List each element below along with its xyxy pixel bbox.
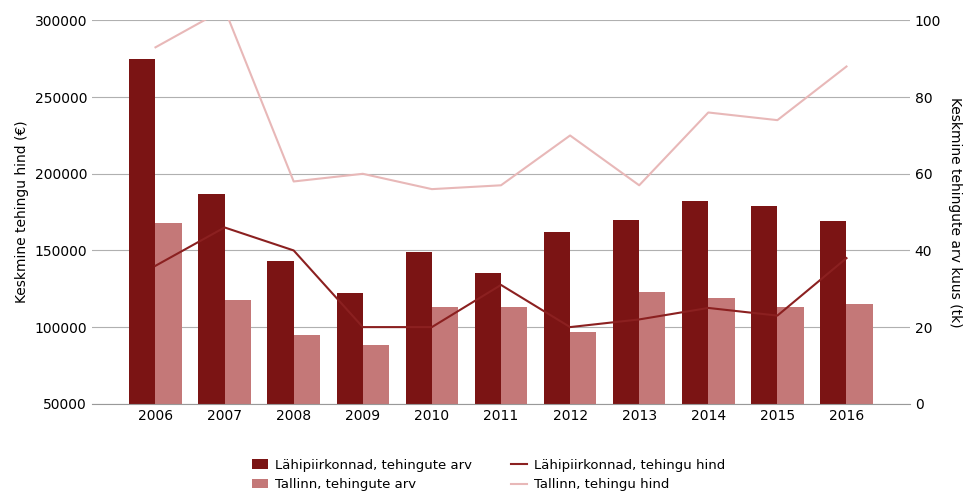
Bar xyxy=(821,221,846,480)
Tallinn, tehingu hind xyxy=(149,44,161,50)
Lähipiirkonnad, tehingu hind xyxy=(149,263,161,269)
Y-axis label: Keskmine tehingu hind (€): Keskmine tehingu hind (€) xyxy=(15,121,29,303)
Tallinn, tehingu hind xyxy=(565,132,576,138)
Line: Tallinn, tehingu hind: Tallinn, tehingu hind xyxy=(155,9,846,189)
Tallinn, tehingu hind xyxy=(357,171,368,177)
Lähipiirkonnad, tehingu hind xyxy=(840,255,852,261)
Bar xyxy=(155,223,182,480)
Y-axis label: Keskmine tehingute arv kuus (tk): Keskmine tehingute arv kuus (tk) xyxy=(948,97,962,327)
Lähipiirkonnad, tehingu hind xyxy=(357,324,368,330)
Tallinn, tehingu hind xyxy=(426,186,438,192)
Bar xyxy=(432,307,458,480)
Bar xyxy=(682,201,708,480)
Tallinn, tehingu hind xyxy=(702,110,714,116)
Bar xyxy=(846,304,872,480)
Bar xyxy=(751,206,778,480)
Bar xyxy=(225,299,251,480)
Lähipiirkonnad, tehingu hind xyxy=(702,305,714,311)
Bar xyxy=(778,307,804,480)
Tallinn, tehingu hind xyxy=(495,182,507,188)
Lähipiirkonnad, tehingu hind xyxy=(219,224,231,230)
Bar xyxy=(129,59,155,480)
Bar xyxy=(639,292,665,480)
Bar xyxy=(571,331,596,480)
Bar xyxy=(475,274,501,480)
Bar xyxy=(405,252,432,480)
Tallinn, tehingu hind xyxy=(633,182,645,188)
Lähipiirkonnad, tehingu hind xyxy=(633,316,645,322)
Lähipiirkonnad, tehingu hind xyxy=(565,324,576,330)
Bar xyxy=(362,346,389,480)
Bar xyxy=(613,220,639,480)
Tallinn, tehingu hind xyxy=(288,179,300,185)
Tallinn, tehingu hind xyxy=(219,6,231,12)
Bar xyxy=(544,232,571,480)
Legend: Lähipiirkonnad, tehingute arv, Tallinn, tehingute arv, Lähipiirkonnad, tehingu h: Lähipiirkonnad, tehingute arv, Tallinn, … xyxy=(247,453,730,496)
Bar xyxy=(336,293,362,480)
Bar xyxy=(268,261,294,480)
Bar xyxy=(294,335,319,480)
Lähipiirkonnad, tehingu hind xyxy=(495,282,507,288)
Lähipiirkonnad, tehingu hind xyxy=(288,247,300,254)
Tallinn, tehingu hind xyxy=(840,63,852,69)
Lähipiirkonnad, tehingu hind xyxy=(426,324,438,330)
Bar xyxy=(501,307,528,480)
Tallinn, tehingu hind xyxy=(772,117,784,123)
Line: Lähipiirkonnad, tehingu hind: Lähipiirkonnad, tehingu hind xyxy=(155,227,846,327)
Bar xyxy=(708,298,735,480)
Bar xyxy=(198,194,225,480)
Lähipiirkonnad, tehingu hind xyxy=(772,312,784,318)
